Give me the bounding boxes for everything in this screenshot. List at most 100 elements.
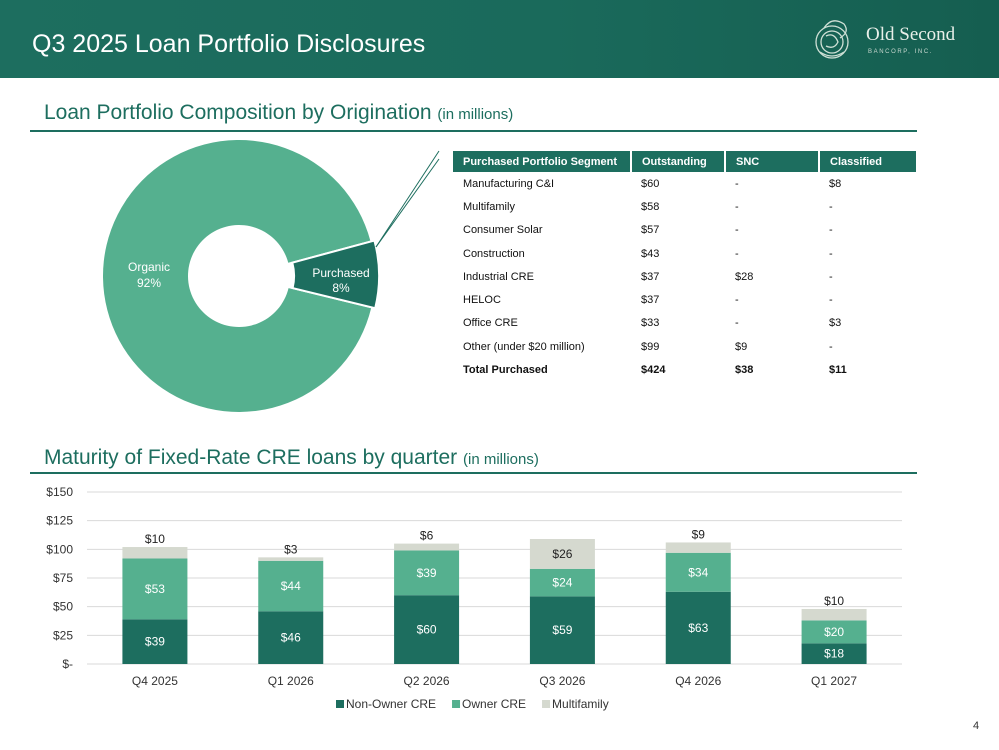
bar-segment (665, 542, 731, 553)
table-cell: $43 (641, 247, 660, 260)
section-title-unit: (in millions) (463, 451, 539, 468)
chart-x-axis: Q4 2025 Q1 2026 Q2 2026 Q3 2026 Q4 2026 Q1 20… (132, 674, 858, 688)
purchased-portfolio-table: Purchased Portfolio Segment Outstanding … (453, 151, 916, 382)
bar-data-label: $18 (824, 647, 844, 661)
table-cell: $60 (641, 177, 660, 190)
bar-segment (529, 539, 595, 569)
table-cell: - (829, 247, 833, 260)
chart-legend: Non-Owner CRE Owner CRE Multifamily (336, 697, 609, 711)
table-cell: $38 (735, 364, 754, 377)
table-cell: Office CRE (463, 317, 518, 330)
table-cell: Construction (463, 247, 525, 260)
legend-label: Owner CRE (462, 697, 526, 711)
table-cell: - (829, 200, 833, 213)
legend-swatch (336, 700, 344, 708)
bar-data-label: $46 (281, 631, 301, 645)
x-tick-label: Q1 2026 (268, 674, 314, 688)
table-cell: - (735, 294, 739, 307)
x-tick-label: Q4 2026 (675, 674, 721, 688)
table-header-snc: SNC (724, 151, 819, 172)
bar-data-label: $53 (145, 582, 165, 596)
bar-data-label: $10 (824, 594, 844, 608)
bar-segment (122, 619, 188, 664)
legend-label: Non-Owner CRE (346, 697, 436, 711)
page-number: 4 (973, 720, 980, 732)
table-cell: $3 (829, 317, 842, 330)
table-header-row: Purchased Portfolio Segment Outstanding … (453, 151, 916, 172)
table-cell: - (735, 247, 739, 260)
bar-data-label: $60 (417, 623, 437, 637)
section-title-maturity: Maturity of Fixed-Rate CRE loans by quar… (44, 446, 539, 470)
bar-segment (801, 620, 867, 644)
table-row: Construction $43 - - (453, 242, 916, 265)
section-title-unit: (in millions) (437, 106, 514, 123)
table-cell: Total Purchased (463, 364, 548, 377)
bar-data-label: $20 (824, 625, 844, 639)
bar-data-label: $39 (417, 566, 437, 580)
table-cell: $8 (829, 177, 842, 190)
bar-segment (665, 591, 731, 664)
composition-donut-chart: Organic 92% Purchased 8% (103, 140, 440, 412)
table-row: Multifamily $58 - - (453, 195, 916, 218)
donut-pct-organic: 92% (137, 276, 161, 290)
section-title-composition: Loan Portfolio Composition by Originatio… (44, 101, 513, 125)
legend-swatch (542, 700, 551, 708)
bar-data-label: $9 (692, 527, 706, 541)
bar-segment (801, 608, 867, 621)
bar-data-label: $10 (145, 532, 165, 546)
table-row: HELOC $37 - - (453, 288, 916, 311)
table-cell: Multifamily (463, 200, 515, 213)
bar-segment (122, 547, 188, 559)
table-row: Other (under $20 million) $99 $9 - (453, 335, 916, 358)
page-title: Q3 2025 Loan Portfolio Disclosures (32, 30, 426, 58)
x-tick-label: Q3 2026 (539, 674, 585, 688)
logo-subtitle: BANCORP, INC. (868, 49, 934, 55)
table-cell: - (735, 317, 739, 330)
maturity-stacked-bar-chart: $-$25$50$75$100$125$150 $39$53$10$46$44$… (46, 485, 902, 711)
bar-data-label: $59 (552, 623, 572, 637)
chart-y-axis: $- $25 $50 $75 $100 $125 $150 (46, 485, 73, 671)
table-cell: - (735, 177, 739, 190)
callout-line-bottom (375, 158, 440, 248)
table-header-segment: Purchased Portfolio Segment (453, 151, 631, 172)
y-tick-label: $25 (53, 628, 73, 642)
chart-bars: $39 $53 $10 $46 $44 $3 $60 $39 $6 $59 $24 $26 $63 $34… (122, 527, 867, 664)
y-tick-label: $150 (46, 485, 73, 499)
bar-segment (394, 550, 460, 596)
bar-data-label: $44 (281, 579, 301, 593)
legend-label: Multifamily (552, 697, 609, 711)
table-total-row: Total Purchased $424 $38 $11 (453, 358, 916, 381)
y-tick-label: $- (62, 657, 73, 671)
y-tick-label: $50 (53, 600, 73, 614)
bar-segment (394, 543, 460, 551)
x-tick-label: Q1 2027 (811, 674, 857, 688)
table-header-outstanding: Outstanding (630, 151, 725, 172)
x-tick-label: Q2 2026 (404, 674, 450, 688)
y-tick-label: $75 (53, 571, 73, 585)
callout-line-top (375, 150, 440, 248)
chart-gridlines (87, 491, 902, 665)
bar-segment (801, 643, 867, 664)
section-title-text: Maturity of Fixed-Rate CRE loans by quar… (44, 446, 458, 469)
table-row: Industrial CRE $37 $28 - (453, 265, 916, 288)
bar-data-label: $34 (688, 565, 708, 579)
bar-segment (665, 552, 731, 592)
table-cell: - (735, 200, 739, 213)
table-header-classified: Classified (818, 151, 916, 172)
donut-slice-purchased (291, 239, 381, 310)
table-cell: $37 (641, 294, 660, 307)
table-cell: Manufacturing C&I (463, 177, 555, 190)
bar-data-label: $6 (420, 529, 434, 543)
bar-data-label: $63 (688, 621, 708, 635)
legend-swatch (452, 700, 461, 708)
table-cell: $28 (735, 270, 754, 283)
header-banner: Q3 2025 Loan Portfolio Disclosures Old S… (0, 0, 999, 78)
section-divider (30, 130, 917, 132)
table-cell: HELOC (463, 294, 501, 307)
table-row: Office CRE $33 - $3 (453, 312, 916, 335)
bar-segment (529, 568, 595, 597)
table-cell: $424 (641, 364, 666, 377)
logo-name: Old Second (866, 24, 956, 45)
table-cell: $37 (641, 270, 660, 283)
table-cell: - (735, 224, 739, 237)
